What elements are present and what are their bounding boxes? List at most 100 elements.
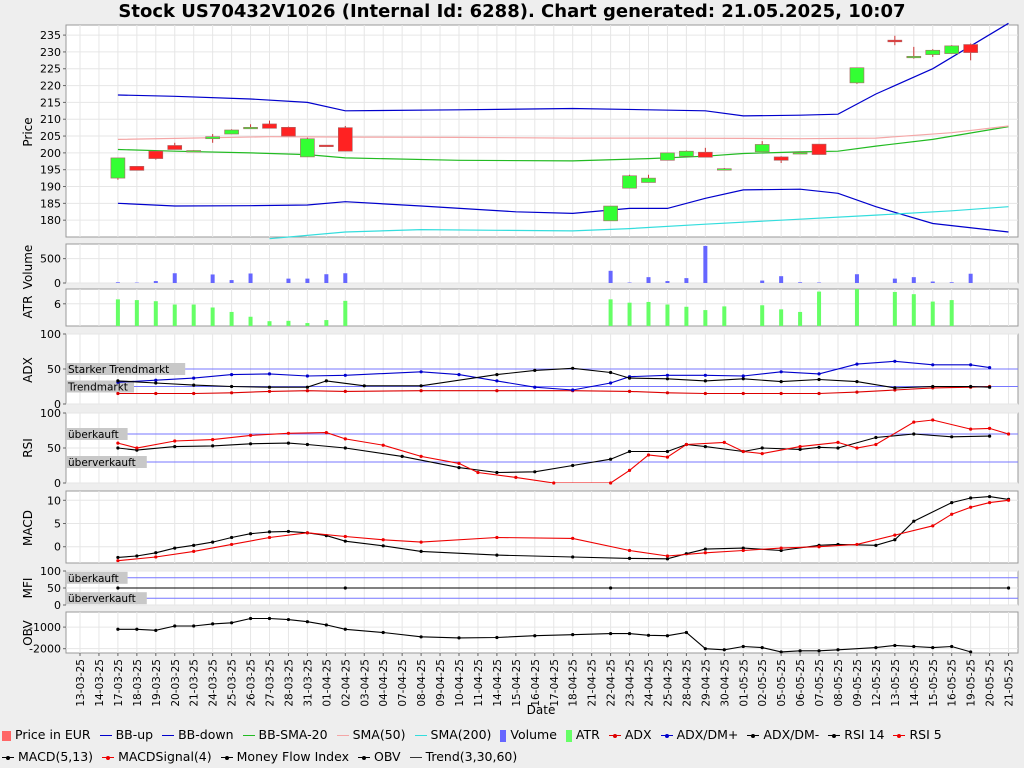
series-macdsignal-4--point (969, 505, 973, 509)
legend-label: Volume (510, 727, 557, 742)
volume-panel: 0 500 Volume (21, 243, 1019, 290)
rsi-annotation: überkauft (68, 429, 119, 441)
candle-body (224, 129, 239, 135)
series-adx-dm--point (988, 366, 992, 370)
legend-label: ADX/DM+ (676, 727, 739, 742)
series-adx-point (419, 389, 423, 393)
mfi-annotation: überverkauft (68, 593, 136, 605)
series-macd-5-13--point (893, 538, 897, 542)
legend-label: SMA(200) (430, 727, 492, 742)
series-adx-dm--point (703, 373, 707, 377)
legend-label: MACD(5,13) (18, 749, 94, 764)
legend-item: SMA(50) (336, 724, 406, 746)
series-macdsignal-4--point (571, 536, 575, 540)
series-rsi-5-point (514, 475, 518, 479)
series-macd-5-13--point (230, 535, 234, 540)
volume-bar (153, 281, 158, 283)
series-rsi-5-point (741, 449, 745, 454)
xtick-label: 14-03-25 (94, 659, 106, 707)
atr-bar (798, 311, 803, 326)
legend-label: RSI 5 (909, 727, 942, 742)
legend-swatch (102, 754, 115, 762)
legend-swatch (2, 730, 11, 741)
series-adx-dm--point (230, 384, 234, 389)
series-rsi-14-point (912, 432, 916, 436)
series-rsi-5-point (419, 454, 423, 458)
series-adx-dm--point (988, 385, 992, 389)
legend-label: ATR (575, 727, 600, 742)
volume-bar (248, 273, 253, 283)
series-rsi-14-point (173, 445, 177, 449)
xtick-label: 29-04-25 (700, 659, 712, 707)
series-rsi-5-point (931, 418, 935, 422)
atr-bar (779, 309, 784, 326)
legend-swatch (357, 754, 370, 762)
macd-panel: 0 5 10 MACD (21, 490, 1019, 564)
chart-legend: Price in EUR BB-up BB-down BB-SMA-20 SMA(50)… (2, 724, 1022, 768)
series-obv-point (722, 648, 726, 652)
atr-bar (817, 291, 822, 326)
volume-bar (305, 278, 310, 283)
adx-annotation-bg (66, 363, 186, 375)
series-obv-point (609, 631, 613, 636)
series-obv-point (533, 634, 537, 638)
atr-bar (115, 299, 120, 326)
series-macdsignal-4--point (931, 524, 935, 528)
atr-bar (646, 301, 651, 326)
series-macd-5-13- (117, 496, 1009, 560)
xtick-label: 01-05-25 (738, 659, 750, 707)
series-macd-5-13--point (211, 540, 215, 544)
series-adx-point (192, 391, 196, 396)
legend-item: Volume (500, 724, 557, 746)
series-rsi-14-point (248, 442, 253, 446)
legend-swatch (2, 754, 14, 762)
series-adx-point (116, 391, 120, 396)
legend-label: OBV (373, 749, 401, 764)
series-macdsignal-4--point (154, 555, 158, 559)
adx-panel: 0 50 100 ADX Starker Trendmarkt Trendmarkt (21, 328, 1019, 411)
series-rsi-5-point (969, 427, 973, 431)
series-rsi-5-point (722, 440, 726, 444)
legend-item: SMA(200) (414, 724, 492, 746)
volume-bar (968, 273, 973, 283)
legend-swatch (828, 732, 841, 740)
atr-bar (267, 321, 272, 326)
xtick-label: 21-04-25 (587, 659, 599, 707)
series-adx-dm--point (495, 379, 499, 383)
series-rsi-5-point (116, 441, 120, 445)
series-adx-dm--point (192, 376, 196, 380)
rsi-annotation: überverkauft (68, 457, 136, 469)
xtick-label: 15-05-25 (928, 659, 940, 707)
series-bb-sma-20 (117, 126, 1009, 162)
mfi-ylabel: MFI (21, 578, 35, 599)
xtick-label: 19-05-25 (966, 659, 978, 707)
legend-item: BB-SMA-20 (242, 724, 328, 746)
macd-plot-area (65, 490, 1019, 564)
volume-bar (684, 278, 689, 283)
series-adx-point (817, 391, 821, 396)
series-adx-dm--point (533, 368, 537, 372)
series-adx-dm--point (817, 377, 821, 382)
series-adx-dm--point (419, 370, 423, 374)
series-rsi-14-point (817, 445, 821, 449)
candle-body (660, 152, 675, 161)
series-macdsignal-4--point (267, 535, 272, 540)
legend-swatch (220, 754, 233, 762)
legend-item: ADX/DM+ (660, 724, 739, 746)
candle-body (337, 127, 353, 152)
series-adx-dm--point (627, 376, 632, 380)
candle-body (754, 144, 770, 153)
candle-body (262, 123, 277, 129)
series-rsi-14-point (305, 442, 309, 447)
macd-ylabel: MACD (21, 510, 35, 546)
volume-bar (760, 280, 765, 283)
atr-bar (172, 304, 177, 326)
xtick-label: 26-03-25 (246, 659, 258, 707)
mfi-panel: 0 50 100 MFI überkauft überverkauft (21, 565, 1019, 612)
series-obv-point (267, 616, 272, 621)
candle-body (129, 166, 145, 171)
series-rsi-5-point (381, 443, 385, 447)
xtick-label: 21-03-25 (189, 659, 201, 707)
series-adx-dm--point (571, 366, 575, 370)
